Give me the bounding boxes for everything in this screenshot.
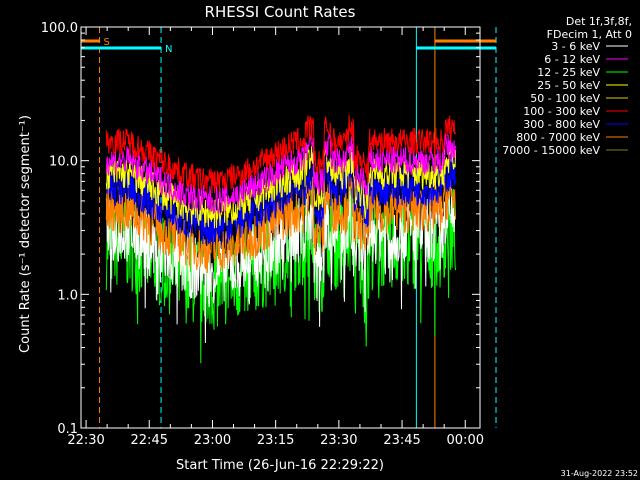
legend-label: 800 - 7000 keV <box>516 131 600 144</box>
x-axis-label: Start Time (26-Jun-16 22:29:22) <box>176 458 384 473</box>
plot-axes: 22:30 22:45 23:00 23:15 23:30 23:45 00:00 0.1 1.… <box>41 21 484 448</box>
legend-label: 50 - 100 keV <box>530 92 600 105</box>
series-line-100-300keV <box>105 114 457 194</box>
legend-label: 25 - 50 keV <box>537 79 600 92</box>
legend-label: 6 - 12 keV <box>544 53 600 66</box>
series-line-3-6keV <box>105 184 457 344</box>
plot-frame <box>80 26 481 429</box>
footer-date: 31-Aug-2022 23:52 <box>561 469 638 478</box>
y-tick-label: 0.1 <box>57 422 78 437</box>
saa-label: S <box>104 37 110 48</box>
legend-header: FDecim 1, Att 0 <box>547 28 632 41</box>
legend-label: 12 - 25 keV <box>537 66 600 79</box>
plot-content: SN <box>80 27 497 428</box>
x-tick-label: 22:45 <box>131 433 168 448</box>
x-tick-label: 22:30 <box>67 433 104 448</box>
y-axis-label: Count Rate (s⁻¹ detector segment⁻¹) <box>18 115 33 353</box>
y-tick-label: 100.0 <box>41 21 78 36</box>
chart-title: RHESSI Count Rates <box>205 3 356 21</box>
legend-label: 300 - 800 keV <box>523 118 600 131</box>
series-line-25-50keV <box>105 144 457 229</box>
night-label: N <box>165 44 172 55</box>
x-tick-label: 00:00 <box>447 433 484 448</box>
x-tick-label: 23:15 <box>257 433 294 448</box>
x-tick-label: 23:45 <box>383 433 420 448</box>
legend-label: 7000 - 15000 keV <box>502 144 600 157</box>
x-tick-label: 23:30 <box>320 433 357 448</box>
y-tick-label: 1.0 <box>57 288 78 303</box>
y-tick-label: 10.0 <box>49 155 78 170</box>
legend-label: 3 - 6 keV <box>551 40 600 53</box>
legend-header: Det 1f,3f,8f, <box>566 15 632 28</box>
legend-label: 100 - 300 keV <box>523 105 600 118</box>
x-tick-label: 23:00 <box>194 433 231 448</box>
